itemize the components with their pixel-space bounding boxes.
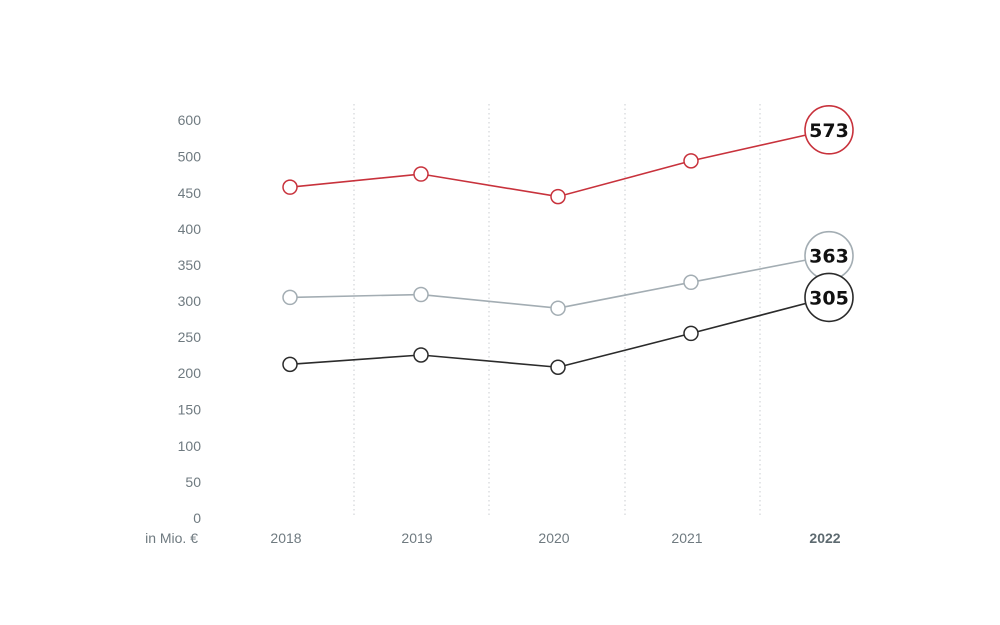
grid-layer <box>353 104 761 517</box>
data-point-1-2021 <box>683 153 699 169</box>
y-axis: 0 50 100 150 200 250 300 350 400 450 500 600 <box>178 112 202 526</box>
y-tick-label-150: 150 <box>178 402 202 418</box>
y-tick-label-450: 450 <box>178 185 202 201</box>
y-tick-label-0: 0 <box>193 510 201 526</box>
end-value-label-3: 305 <box>809 287 849 309</box>
data-point-3-2019 <box>413 347 429 363</box>
unit-label: in Mio. € <box>145 530 198 546</box>
data-point-2-2020 <box>550 300 566 316</box>
y-tick-label-100: 100 <box>178 438 202 454</box>
y-tick-label-400: 400 <box>178 221 202 237</box>
y-tick-label-300: 300 <box>178 293 202 309</box>
data-point-1-2018 <box>282 179 298 195</box>
y-tick-label-250: 250 <box>178 329 202 345</box>
data-point-1-2019 <box>413 166 429 182</box>
end-marker-3 <box>804 272 854 323</box>
data-point-2-2018 <box>282 289 298 306</box>
series-layer: 573 363 305 <box>282 105 854 375</box>
x-tick-label-2020: 2020 <box>538 530 569 546</box>
series-line-1 <box>289 129 830 198</box>
end-value-label-2: 363 <box>809 246 849 268</box>
data-point-2-2019 <box>413 286 429 303</box>
data-point-3-2018 <box>282 356 298 373</box>
y-tick-label-500: 500 <box>178 149 202 165</box>
end-marker-1 <box>804 105 854 155</box>
data-point-3-2021 <box>683 325 699 342</box>
x-tick-label-2018: 2018 <box>270 530 301 546</box>
y-tick-label-50: 50 <box>185 474 201 490</box>
y-tick-label-350: 350 <box>178 257 202 273</box>
data-point-3-2020 <box>550 359 566 375</box>
end-value-label-1: 573 <box>809 120 849 142</box>
data-point-2-2021 <box>683 274 699 291</box>
data-point-1-2020 <box>550 188 566 205</box>
series-3: 305 <box>282 272 854 375</box>
x-tick-label-2021: 2021 <box>671 530 702 546</box>
x-tick-label-2022: 2022 <box>809 530 840 546</box>
series-line-2 <box>289 254 830 310</box>
series-2: 363 <box>282 230 854 316</box>
x-tick-label-2019: 2019 <box>401 530 432 546</box>
y-tick-label-200: 200 <box>178 365 202 381</box>
y-tick-label-600: 600 <box>178 112 202 128</box>
series-1: 573 <box>282 105 854 205</box>
x-axis: 2018 2019 2020 2021 2022 <box>270 530 840 546</box>
